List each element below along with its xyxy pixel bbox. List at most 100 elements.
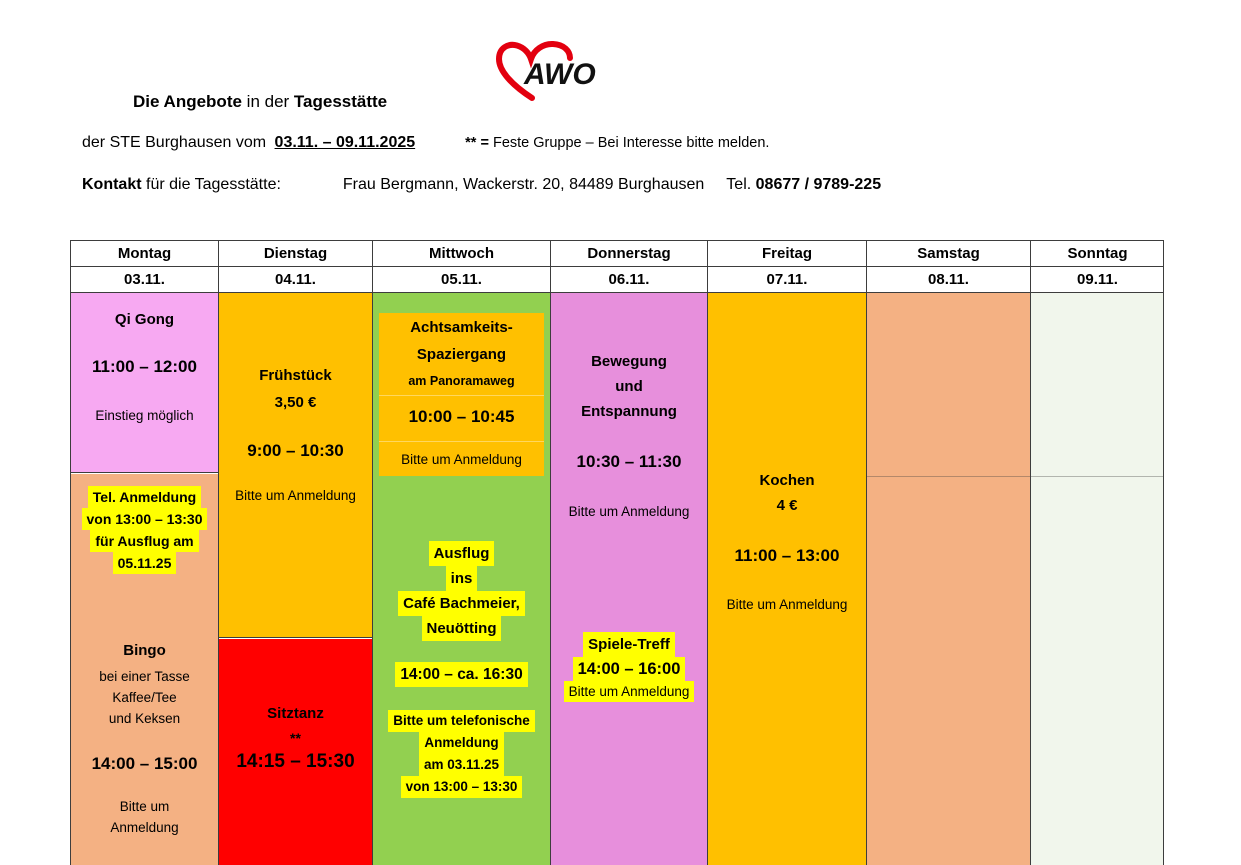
column-donnerstag: Bewegung und Entspannung 10:30 – 11:30 B… [551,293,708,865]
tel-anmeldung-line: für Ausflug am [71,530,218,553]
event-note: Bitte um Anmeldung [726,597,848,612]
column-freitag: Kochen 4 € 11:00 – 13:00 Bitte um Anmeld… [708,293,867,865]
title-part-mid: in der [241,92,294,111]
day-header-sonntag: Sonntag [1031,241,1163,267]
contact-label-rest: für die Tagesstätte: [141,176,281,193]
event-desc: und Keksen [108,711,181,726]
event-sitztanz: Sitztanz ** 14:15 – 15:30 [219,639,372,865]
event-note: Einstieg möglich [95,408,194,423]
awo-logo-text: AWO [523,58,596,91]
event-time: 11:00 – 12:00 [92,357,197,376]
day-header-samstag: Samstag [867,241,1031,267]
event-time: 10:00 – 10:45 [408,407,515,426]
event-qi-gong: Qi Gong 11:00 – 12:00 Einstieg möglich [71,293,218,473]
tel-anmeldung-line: Tel. Anmeldung [71,486,218,509]
event-note-line: am 03.11.25 [373,754,550,776]
event-montag-afternoon: Tel. Anmeldung von 13:00 – 13:30 für Aus… [71,474,218,865]
date-range: 03.11. – 09.11.2025 [274,134,416,151]
day-header-freitag: Freitag [708,241,867,267]
event-price: 3,50 € [274,394,317,411]
contact-tel-label: Tel. [726,176,752,193]
ausflug-line: Neuötting [373,616,550,641]
event-note: Bitte um Anmeldung [235,488,356,503]
awo-logo: AWO [492,40,622,102]
fixed-group-marker: ** [290,730,301,746]
highlighted-text: von 13:00 – 13:30 [81,508,208,530]
column-sonntag [1031,293,1163,865]
event-time: 9:00 – 10:30 [247,441,344,460]
divider [379,395,544,396]
highlighted-text: Café Bachmeier, [398,591,525,616]
highlighted-text: Neuötting [421,616,502,641]
event-title: und [615,378,643,395]
highlighted-text: Bitte um Anmeldung [563,681,695,702]
weekly-schedule-table: Montag Dienstag Mittwoch Donnerstag Frei… [70,240,1164,865]
legend-symbol: ** = [465,135,489,151]
event-achtsamkeits-spaziergang: Achtsamkeits- Spaziergang am Panoramaweg… [379,313,544,476]
divider [379,441,544,442]
date-cell-sonntag: 09.11. [1031,267,1163,293]
event-fruehstueck: Frühstück 3,50 € 9:00 – 10:30 Bitte um A… [219,293,372,638]
column-mittwoch: Achtsamkeits- Spaziergang am Panoramaweg… [373,293,551,865]
event-note: Bitte um Anmeldung [401,452,522,467]
day-header-donnerstag: Donnerstag [551,241,708,267]
date-cell-dienstag: 04.11. [219,267,373,293]
event-title: Spaziergang [416,346,507,363]
event-title: Qi Gong [114,311,175,328]
event-note-line: von 13:00 – 13:30 [373,776,550,798]
highlighted-text: 05.11.25 [112,552,177,574]
ausflug-line: Ausflug [373,541,550,566]
highlighted-text: 14:00 – ca. 16:30 [395,662,528,687]
ausflug-line: Café Bachmeier, [373,591,550,616]
highlighted-text: ins [445,566,478,591]
event-note: Anmeldung [110,820,179,835]
event-note-line: Anmeldung [373,732,550,754]
day-header-mittwoch: Mittwoch [373,241,551,267]
event-time: 14:00 – ca. 16:30 [373,662,550,687]
event-desc: Kaffee/Tee [112,690,177,705]
event-price: 4 € [776,497,798,514]
event-time: 11:00 – 13:00 [734,546,840,565]
event-note: Bitte um Anmeldung [568,504,690,519]
event-title: Frühstück [259,367,332,384]
row-divider [1031,476,1163,477]
event-desc: bei einer Tasse [99,669,190,684]
heart-icon: AWO [495,41,596,101]
date-cell-samstag: 08.11. [867,267,1031,293]
event-title: Bingo [123,642,166,659]
highlighted-text: für Ausflug am [90,530,199,552]
event-note: Bitte um [119,799,170,814]
highlighted-text: Ausflug [428,541,495,566]
highlighted-text: Bitte um telefonische [388,710,535,732]
day-header-montag: Montag [71,241,219,267]
column-samstag [867,293,1031,865]
subtitle-prefix: der STE Burghausen vom [82,134,267,151]
highlighted-text: Tel. Anmeldung [87,486,202,508]
highlighted-text: von 13:00 – 13:30 [400,776,523,798]
event-time: 10:30 – 11:30 [576,452,682,471]
contact-line: Kontakt für die Tagesstätte: Frau Bergman… [82,176,881,194]
event-time: 14:00 – 15:00 [91,754,198,773]
highlighted-text: Spiele-Treff [583,632,675,657]
event-title: Achtsamkeits- [410,319,513,336]
page-title: Die Angebote in der Tagesstätte [133,92,387,112]
column-montag: Qi Gong 11:00 – 12:00 Einstieg möglich T… [71,293,219,865]
date-cell-freitag: 07.11. [708,267,867,293]
event-time: 14:00 – 16:00 [551,657,707,681]
title-part-bold1: Die Angebote [133,92,242,111]
subtitle-line: der STE Burghausen vom 03.11. – 09.11.20… [82,134,769,152]
contact-person: Frau Bergmann, Wackerstr. 20, 84489 Burg… [342,176,705,193]
date-cell-montag: 03.11. [71,267,219,293]
event-title: Entspannung [581,403,677,420]
title-part-bold2: Tagesstätte [293,92,388,111]
contact-tel-number: 08677 / 9789-225 [755,176,882,193]
highlighted-text: Anmeldung [419,732,504,754]
date-cell-mittwoch: 05.11. [373,267,551,293]
event-location: am Panoramaweg [408,374,515,388]
event-title: Bewegung [591,353,667,370]
highlighted-text: 14:00 – 16:00 [572,657,686,681]
event-note: Bitte um Anmeldung [551,681,707,703]
legend-text: Feste Gruppe – Bei Interesse bitte melde… [488,135,770,151]
event-time: 14:15 – 15:30 [236,751,355,772]
